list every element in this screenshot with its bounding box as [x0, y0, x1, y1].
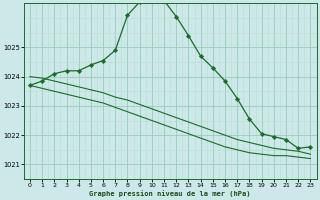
X-axis label: Graphe pression niveau de la mer (hPa): Graphe pression niveau de la mer (hPa) — [89, 190, 251, 197]
